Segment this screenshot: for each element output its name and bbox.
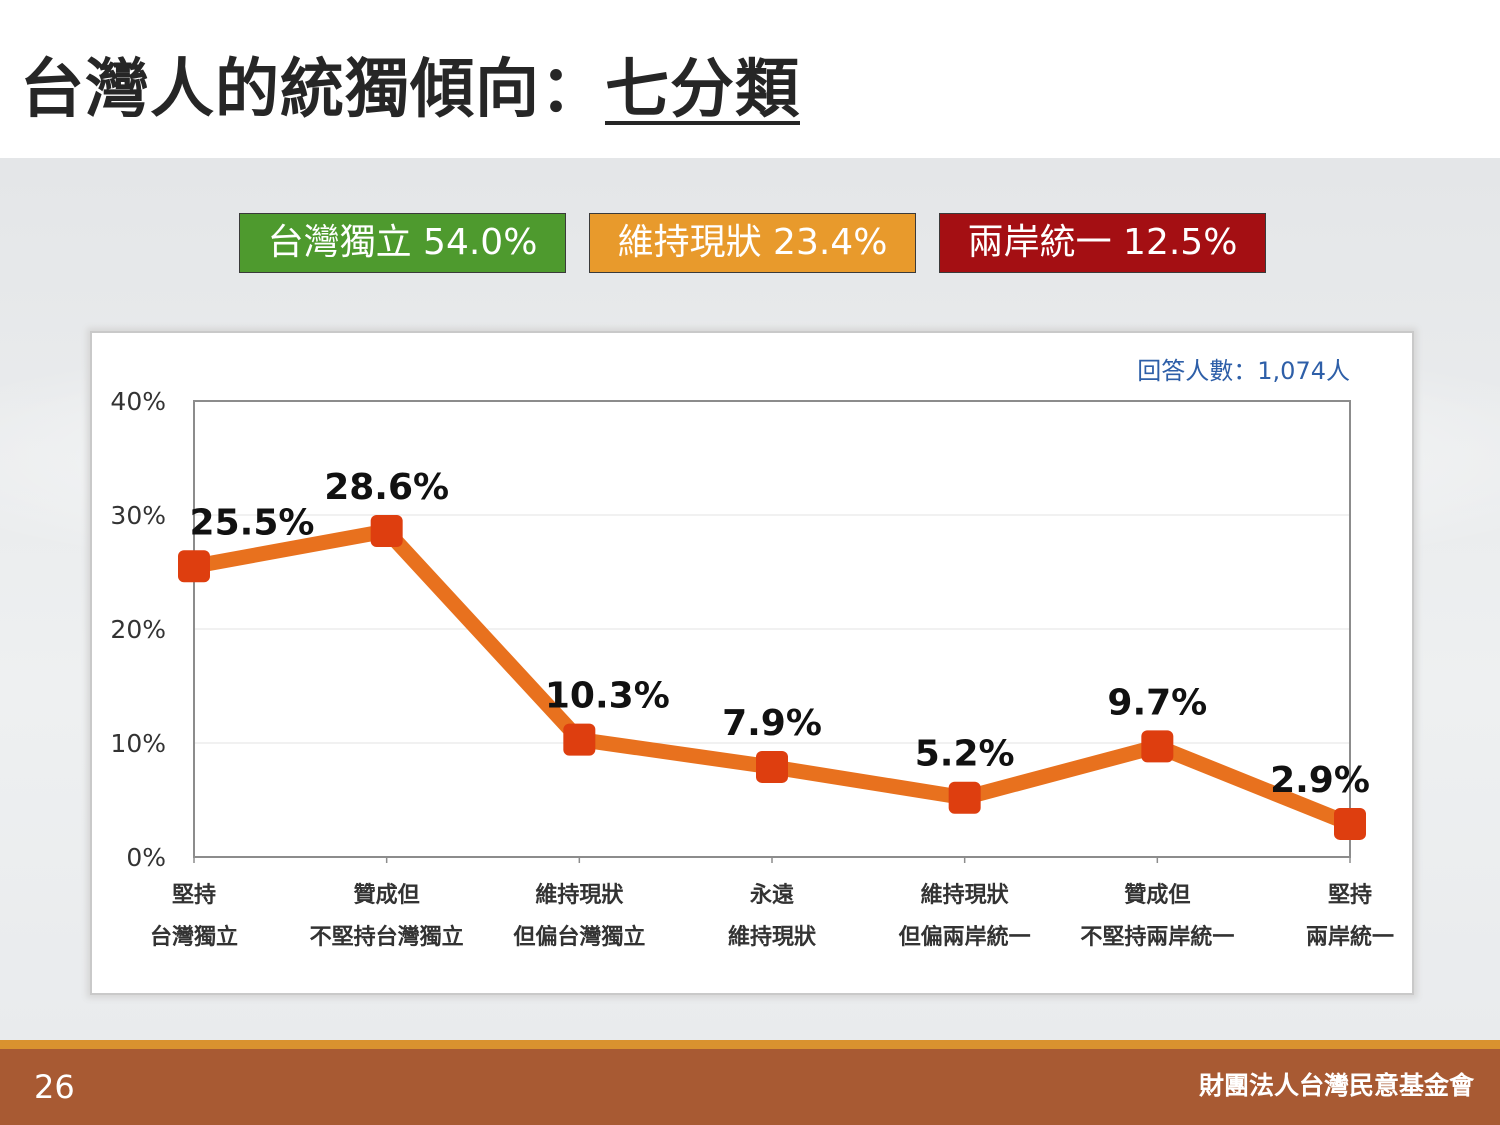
x-tick-label: 堅持	[1328, 883, 1372, 908]
footer-stripe	[0, 1040, 1500, 1049]
title-main: 台灣人的統獨傾向：	[20, 53, 605, 127]
y-tick-label: 20%	[110, 615, 166, 644]
x-tick-label: 維持現狀	[921, 882, 1010, 908]
y-tick-label: 0%	[126, 843, 166, 872]
data-point	[756, 750, 788, 783]
chart-frame: 回答人數：1,074人 0% 10% 20% 30% 40% 堅持台灣獨立 贊成但不堅持台灣…	[90, 331, 1414, 995]
x-tick-label: 維持現狀	[728, 924, 817, 950]
x-tick-label: 不堅持台灣獨立	[310, 924, 464, 950]
data-label: 25.5%	[190, 502, 315, 543]
data-point	[563, 723, 596, 756]
badge-status-quo: 維持現狀 23.4%	[589, 213, 916, 273]
slide-header: 台灣人的統獨傾向：七分類	[0, 0, 1500, 158]
x-tick-label: 永遠	[750, 882, 794, 908]
data-point	[370, 514, 403, 547]
data-label: 9.7%	[1107, 682, 1207, 723]
x-tick-label: 不堅持兩岸統一	[1080, 924, 1234, 950]
x-tick-label: 台灣獨立	[150, 924, 238, 950]
title-underlined: 七分類	[605, 53, 800, 127]
data-label: 5.2%	[915, 734, 1015, 775]
x-tick-label: 贊成但	[354, 883, 420, 908]
x-tick-label: 兩岸統一	[1306, 924, 1394, 950]
x-tick-label: 維持現狀	[535, 882, 624, 908]
badge-unification: 兩岸統一 12.5%	[939, 213, 1266, 273]
y-tick-label: 30%	[110, 501, 166, 530]
slide-title: 台灣人的統獨傾向：七分類	[20, 38, 800, 130]
data-label: 2.9%	[1270, 760, 1370, 801]
y-tick-label: 40%	[110, 387, 166, 416]
x-tick-label: 贊成但	[1124, 883, 1190, 908]
data-point	[1141, 730, 1174, 763]
line-chart: 回答人數：1,074人 0% 10% 20% 30% 40% 堅持台灣獨立 贊成但不堅持台灣…	[110, 357, 1394, 950]
footer-bar	[0, 1049, 1500, 1125]
data-point	[1334, 807, 1366, 840]
data-label: 10.3%	[545, 676, 670, 717]
data-label: 7.9%	[722, 703, 822, 744]
data-point	[178, 550, 210, 583]
data-point	[948, 781, 981, 814]
x-tick-label: 但偏兩岸統一	[899, 924, 1031, 950]
data-label: 28.6%	[324, 467, 449, 508]
y-tick-label: 10%	[110, 729, 166, 758]
page-number: 26	[34, 1068, 75, 1106]
x-tick-label: 但偏台灣獨立	[513, 924, 645, 950]
badge-taiwan-independence: 台灣獨立 54.0%	[239, 213, 566, 273]
respondent-count-note: 回答人數：1,074人	[1137, 357, 1350, 385]
x-tick-label: 堅持	[172, 883, 216, 908]
organization-name: 財團法人台灣民意基金會	[1198, 1071, 1474, 1100]
